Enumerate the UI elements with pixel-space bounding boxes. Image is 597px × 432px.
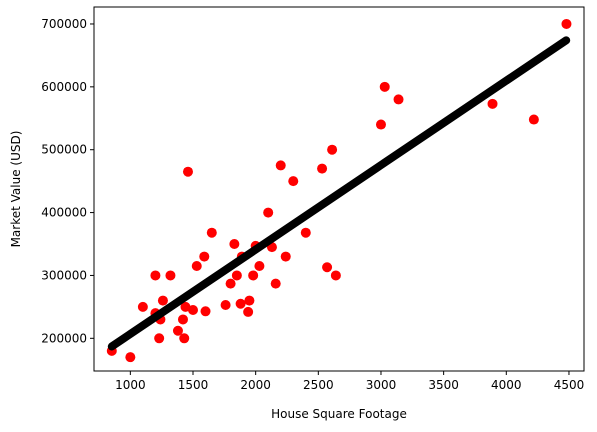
data-point: [375, 119, 386, 130]
y-tick-label: 200000: [41, 331, 87, 345]
data-point: [244, 295, 255, 306]
data-point: [243, 306, 254, 317]
data-point: [154, 333, 165, 344]
data-point: [172, 325, 183, 336]
x-tick-label: 3000: [366, 378, 397, 392]
data-point: [330, 270, 341, 281]
data-point: [322, 262, 333, 273]
data-point: [393, 94, 404, 105]
x-tick-label: 1000: [115, 378, 146, 392]
data-point: [270, 278, 281, 289]
y-tick-label: 700000: [41, 17, 87, 31]
data-point: [225, 278, 236, 289]
data-point: [165, 270, 176, 281]
data-point: [182, 166, 193, 177]
x-tick-label: 4000: [491, 378, 522, 392]
data-point: [528, 114, 539, 125]
data-point: [229, 239, 240, 250]
data-point: [248, 270, 259, 281]
data-point: [125, 352, 136, 363]
regression-line: [107, 36, 571, 351]
data-point: [263, 207, 274, 218]
data-point: [206, 227, 217, 238]
data-point: [188, 305, 198, 316]
data-point: [220, 299, 231, 310]
data-point: [191, 261, 202, 272]
plot-area: [106, 18, 572, 363]
data-point: [235, 298, 246, 309]
y-axis: 200000 300000 400000 500000 600000 700000: [41, 17, 94, 345]
x-tick-label: 1500: [178, 378, 209, 392]
y-tick-label: 400000: [41, 206, 87, 220]
data-point: [487, 98, 498, 109]
data-point: [177, 314, 188, 325]
y-axis-label: Market Value (USD): [9, 131, 23, 248]
data-point: [150, 270, 161, 281]
data-point: [180, 301, 191, 312]
y-tick-label: 600000: [41, 80, 87, 94]
x-axis-label: House Square Footage: [271, 407, 407, 421]
data-point: [288, 176, 299, 187]
data-point: [231, 270, 242, 281]
data-point: [300, 227, 311, 238]
data-point: [179, 333, 190, 344]
data-point: [280, 251, 291, 262]
data-point: [254, 261, 265, 272]
data-point: [275, 160, 286, 171]
x-axis: 1000 1500 2000 2500 3000 3500 4000 4500: [115, 371, 584, 392]
plot-frame: [93, 6, 585, 372]
data-point: [200, 306, 211, 317]
x-tick-label: 2000: [240, 378, 271, 392]
data-point: [157, 295, 168, 306]
data-point: [317, 163, 328, 174]
data-point: [379, 81, 390, 92]
data-point: [561, 18, 572, 29]
data-point: [199, 251, 210, 262]
y-tick-label: 500000: [41, 143, 87, 157]
data-point: [327, 144, 338, 155]
data-point: [137, 301, 148, 312]
x-tick-label: 2500: [303, 378, 334, 392]
x-tick-label: 4500: [554, 378, 585, 392]
y-tick-label: 300000: [41, 268, 87, 282]
x-tick-label: 3500: [428, 378, 459, 392]
